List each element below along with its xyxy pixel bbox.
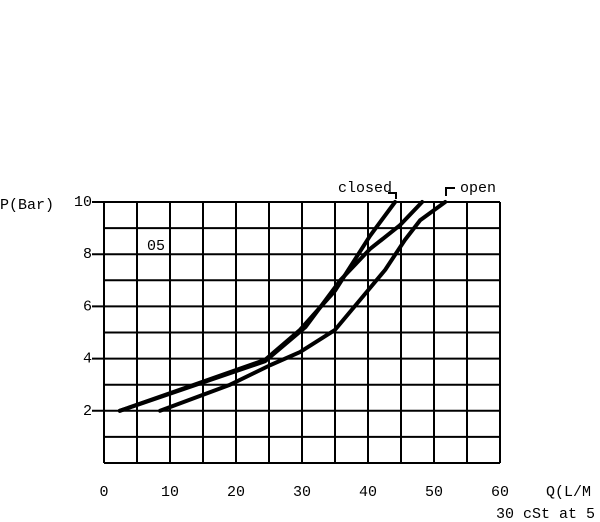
closed-bracket <box>388 192 397 199</box>
note: 30 cSt at 5 <box>496 506 595 522</box>
open-bracket <box>445 187 455 196</box>
curve <box>117 200 425 413</box>
closed-label: closed <box>338 180 392 197</box>
x-tick-label: 0 <box>99 484 108 501</box>
y-tick-label: 8 <box>83 246 92 263</box>
y-tick-label: 2 <box>83 403 92 420</box>
x-tick-label: 10 <box>161 484 179 501</box>
x-tick-label: 60 <box>491 484 509 501</box>
curve <box>158 200 448 413</box>
x-tick-label: 20 <box>227 484 245 501</box>
open-label: open <box>460 180 496 197</box>
x-tick-label: 30 <box>293 484 311 501</box>
x-axis-label: Q(L/M <box>546 484 591 501</box>
y-tick-label: 10 <box>74 194 92 211</box>
model-label: 05 <box>147 238 165 255</box>
x-tick-label: 40 <box>359 484 377 501</box>
y-axis-label: P(Bar) <box>0 197 54 214</box>
y-tick-label: 4 <box>83 351 92 368</box>
y-tick-label: 6 <box>83 298 92 315</box>
x-tick-label: 50 <box>425 484 443 501</box>
